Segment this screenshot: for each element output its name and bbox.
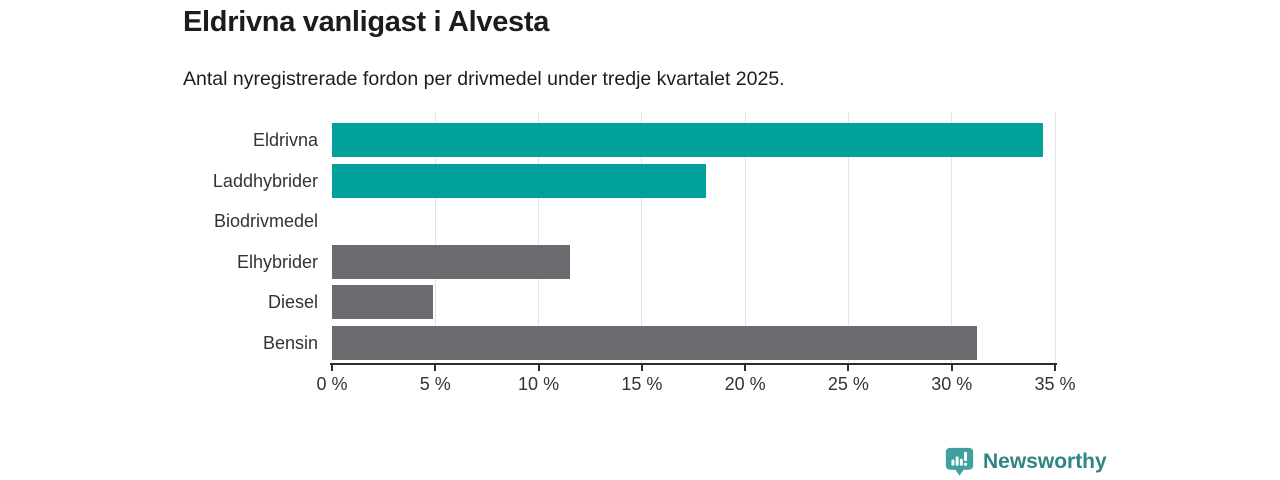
x-axis-line bbox=[330, 363, 1057, 365]
axis-tick bbox=[950, 365, 953, 371]
bar-diesel bbox=[332, 285, 434, 319]
axis-tick bbox=[744, 365, 747, 371]
plot-area bbox=[332, 113, 1056, 364]
axis-tick bbox=[537, 365, 540, 371]
gridline bbox=[641, 113, 643, 363]
category-label: Diesel bbox=[267, 292, 318, 312]
axis-tick bbox=[847, 365, 850, 371]
category-label: Laddhybrider bbox=[212, 170, 318, 191]
category-label: Biodrivmedel bbox=[213, 211, 318, 231]
newsworthy-logo-icon bbox=[945, 447, 974, 476]
axis-tick-label: 10 % bbox=[518, 374, 560, 394]
axis-tick bbox=[331, 365, 333, 371]
gridline bbox=[538, 113, 540, 363]
gridline bbox=[951, 113, 953, 363]
bar-laddhybrider bbox=[332, 163, 706, 198]
axis-tick bbox=[434, 365, 437, 371]
chart-subtitle: Antal nyregistrerade fordon per drivmede… bbox=[183, 68, 785, 90]
bar-bensin bbox=[332, 325, 977, 360]
axis-tick-label: 15 % bbox=[621, 374, 663, 394]
axis-tick-label: 20 % bbox=[724, 374, 766, 394]
axis-tick-label: 30 % bbox=[931, 374, 973, 394]
gridline bbox=[1054, 113, 1056, 363]
category-label: Eldrivna bbox=[252, 130, 318, 150]
brand-footer: Newsworthy bbox=[944, 446, 1107, 477]
category-label: Elhybrider bbox=[236, 251, 318, 272]
chart-title: Eldrivna vanligast i Alvesta bbox=[183, 6, 550, 38]
axis-tick-label: 5 % bbox=[419, 374, 451, 394]
axis-tick-label: 35 % bbox=[1034, 374, 1076, 394]
x-axis: 0 % 5 % 10 % 15 % 20 % 25 % 30 % 35 % bbox=[316, 363, 1076, 408]
bar-elhybrider bbox=[332, 244, 570, 279]
gridline bbox=[434, 113, 436, 363]
axis-tick-label: 0 % bbox=[316, 374, 348, 394]
gridline bbox=[847, 113, 849, 363]
axis-tick-label: 25 % bbox=[827, 374, 869, 394]
axis-tick bbox=[640, 365, 643, 371]
bar-eldrivna bbox=[332, 123, 1043, 157]
brand-name: Newsworthy bbox=[983, 449, 1107, 473]
axis-tick bbox=[1054, 365, 1056, 371]
category-label: Bensin bbox=[262, 332, 318, 353]
gridline bbox=[744, 113, 746, 363]
category-labels: Eldrivna Laddhybrider Biodrivmedel Elhybrid… bbox=[0, 113, 318, 364]
